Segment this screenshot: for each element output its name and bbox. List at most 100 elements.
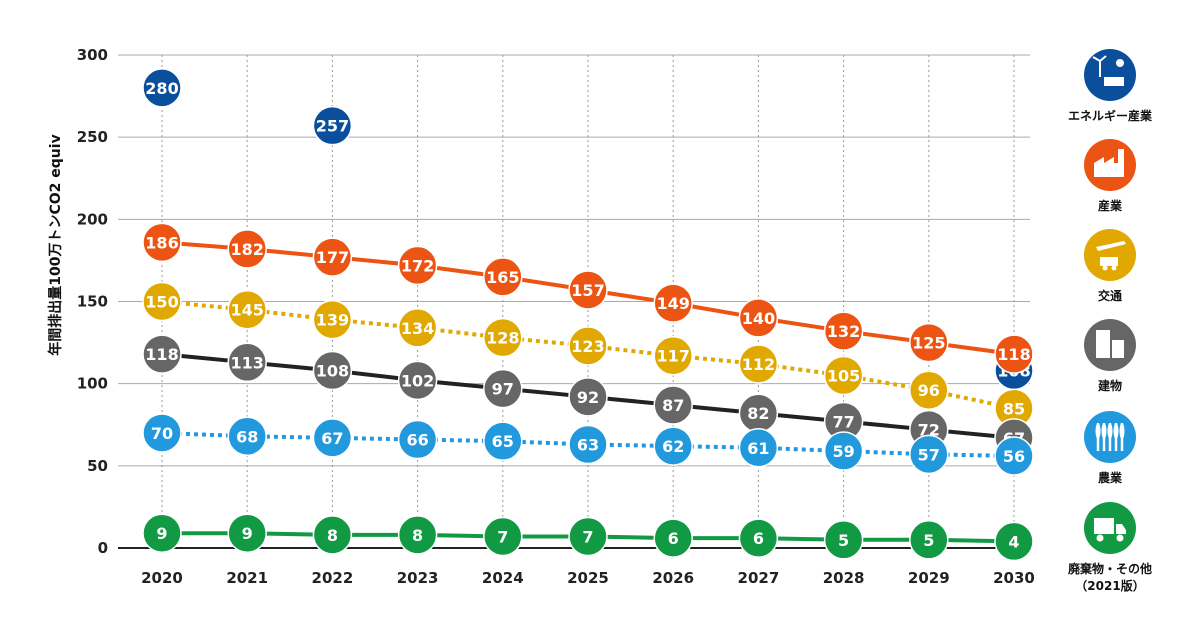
data-label: 56	[1003, 447, 1025, 466]
data-label: 182	[230, 240, 263, 259]
data-point	[483, 368, 523, 409]
x-tick-label: 2029	[908, 569, 950, 587]
y-tick-label: 50	[87, 457, 108, 475]
data-label: 139	[316, 311, 349, 330]
data-point	[994, 436, 1034, 476]
data-point	[312, 299, 353, 340]
plane-truck-icon	[1096, 241, 1126, 271]
data-point	[653, 426, 693, 466]
data-label: 66	[406, 431, 428, 450]
data-label: 96	[918, 381, 940, 400]
data-label: 102	[401, 371, 434, 390]
legend-label: 建物	[1097, 378, 1122, 393]
data-point	[823, 431, 864, 471]
data-label: 77	[832, 412, 854, 431]
x-tick-label: 2026	[652, 569, 694, 587]
data-point	[483, 421, 523, 461]
data-point	[653, 283, 693, 323]
data-point	[142, 334, 182, 374]
data-point	[397, 360, 438, 401]
dump-truck-icon	[1094, 518, 1126, 542]
data-label: 82	[747, 404, 769, 423]
data-label: 140	[742, 309, 775, 328]
legend-label: 産業	[1098, 198, 1123, 213]
data-point	[312, 105, 353, 146]
data-point	[738, 428, 779, 468]
data-point	[142, 413, 182, 453]
y-axis-ticks: 0 50 100 150 200 250 300	[77, 46, 108, 557]
x-axis-ticks: 2020 2021 2022 2023 2024 2025 2026 2027 2028 2029…	[141, 569, 1035, 587]
data-label: 123	[571, 337, 604, 356]
building-icon	[1096, 330, 1124, 358]
x-tick-label: 2030	[993, 569, 1035, 587]
data-label: 257	[316, 117, 349, 136]
data-point	[568, 516, 608, 557]
data-point	[312, 237, 353, 277]
data-point	[142, 281, 182, 322]
data-point	[823, 355, 864, 396]
legend-label: エネルギー産業	[1068, 108, 1153, 123]
data-label: 68	[236, 427, 258, 446]
data-point	[909, 434, 949, 475]
legend-icon-circle	[1084, 229, 1136, 281]
data-label: 62	[662, 437, 684, 456]
data-point	[568, 270, 608, 310]
data-label: 97	[492, 380, 514, 399]
data-point	[312, 515, 353, 555]
data-point	[653, 335, 693, 376]
data-label: 6	[668, 529, 679, 548]
data-point	[738, 518, 779, 558]
data-point	[227, 416, 267, 457]
data-point	[397, 515, 438, 555]
data-label: 172	[401, 256, 434, 275]
series-markers: 280 257 108 186 182 177 172 165 157 149 140 132 125 1…	[142, 68, 1034, 562]
wind-solar-icon	[1092, 55, 1124, 86]
data-label: 63	[577, 435, 599, 454]
y-tick-label: 250	[77, 128, 108, 146]
factory-icon	[1094, 149, 1124, 177]
data-label: 61	[747, 439, 769, 458]
data-point	[142, 68, 182, 108]
data-point	[483, 317, 523, 358]
x-tick-label: 2028	[823, 569, 865, 587]
data-point	[909, 322, 949, 363]
data-label: 165	[486, 268, 519, 287]
data-point	[227, 289, 267, 330]
data-point	[823, 520, 864, 560]
data-label: 128	[486, 329, 519, 348]
x-tick-label: 2020	[141, 569, 183, 587]
legend-label: 廃棄物・その他	[1068, 561, 1152, 576]
data-point	[568, 377, 608, 417]
data-point	[397, 245, 438, 286]
data-point	[483, 257, 523, 297]
data-point	[994, 334, 1034, 374]
y-axis-label: 年間排出量100万トンCO2 equiv	[47, 134, 64, 355]
data-label: 134	[401, 319, 434, 338]
data-point	[227, 513, 267, 553]
data-label: 9	[242, 524, 253, 543]
x-tick-label: 2022	[312, 569, 354, 587]
data-label: 6	[753, 529, 764, 548]
data-label: 150	[145, 293, 178, 312]
data-label: 4	[1008, 532, 1019, 551]
data-label: 177	[316, 248, 349, 267]
y-tick-label: 150	[77, 293, 108, 311]
data-point	[397, 419, 438, 460]
legend-label: 農業	[1098, 470, 1123, 485]
data-point	[994, 521, 1034, 562]
data-label: 8	[412, 526, 423, 545]
legend-item: 建物	[1084, 319, 1136, 393]
data-label: 72	[918, 421, 940, 440]
data-point	[142, 513, 182, 553]
data-point	[312, 350, 353, 391]
legend-item: 産業	[1084, 139, 1136, 213]
data-label: 87	[662, 396, 684, 415]
data-label: 67	[321, 429, 343, 448]
x-tick-label: 2021	[226, 569, 268, 587]
data-label: 105	[827, 366, 860, 385]
legend-icon-circle	[1084, 49, 1136, 101]
data-point	[653, 518, 693, 558]
data-point	[397, 308, 438, 348]
